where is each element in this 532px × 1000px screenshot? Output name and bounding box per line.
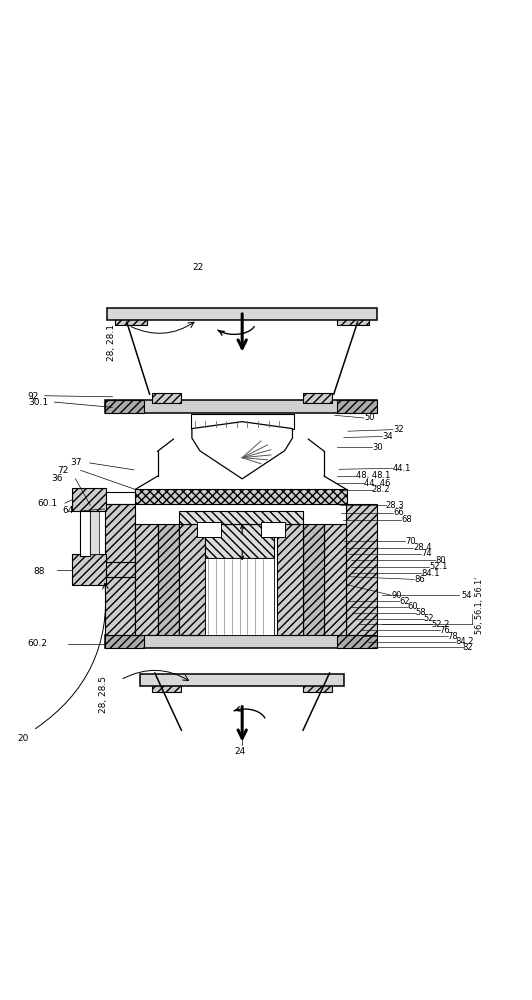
Bar <box>337 316 369 325</box>
Text: 28.3: 28.3 <box>386 501 404 510</box>
Bar <box>107 308 377 320</box>
Text: 70: 70 <box>405 537 416 546</box>
Text: 28, 28.1: 28, 28.1 <box>107 324 116 361</box>
Bar <box>105 635 377 648</box>
Text: 34: 34 <box>383 432 393 441</box>
Bar <box>115 316 147 325</box>
Polygon shape <box>192 422 293 479</box>
Bar <box>324 524 346 635</box>
Bar <box>261 522 285 537</box>
Text: 20: 20 <box>17 734 29 743</box>
Text: 86: 86 <box>414 575 425 584</box>
Bar <box>80 504 90 556</box>
Text: 52: 52 <box>423 614 434 623</box>
Text: 60: 60 <box>408 602 419 611</box>
Bar <box>277 524 303 635</box>
Text: 28, 28.5: 28, 28.5 <box>99 676 109 713</box>
Bar <box>72 554 106 585</box>
Text: 82: 82 <box>463 643 473 652</box>
Text: 60.1: 60.1 <box>37 499 57 508</box>
Text: 37: 37 <box>70 458 82 467</box>
Text: 22: 22 <box>192 263 203 272</box>
Bar <box>303 524 324 635</box>
Text: 30: 30 <box>372 443 383 452</box>
Text: 58: 58 <box>416 608 426 617</box>
Text: 62: 62 <box>400 597 410 606</box>
Bar <box>197 522 221 537</box>
Bar <box>303 682 332 692</box>
Text: 44, 46: 44, 46 <box>364 479 391 488</box>
Text: 36: 36 <box>52 474 63 483</box>
Text: 76: 76 <box>439 626 450 635</box>
Bar <box>191 414 294 429</box>
Bar <box>105 400 144 413</box>
Bar <box>346 504 377 635</box>
Text: 80: 80 <box>435 556 446 565</box>
Text: 60.2: 60.2 <box>28 639 48 648</box>
Text: 56, 56.1, 56.1': 56, 56.1, 56.1' <box>475 577 484 634</box>
Text: 52.2: 52.2 <box>431 620 450 629</box>
Text: 74: 74 <box>421 549 431 558</box>
Text: 90: 90 <box>392 591 402 600</box>
Bar <box>179 524 205 635</box>
Text: 64: 64 <box>62 506 73 515</box>
Bar <box>105 400 377 413</box>
Bar <box>152 393 181 403</box>
Bar <box>303 393 332 403</box>
Bar <box>337 635 377 648</box>
Bar <box>105 504 135 635</box>
Text: 68: 68 <box>401 515 412 524</box>
Text: 28.4: 28.4 <box>413 543 431 552</box>
Bar <box>72 488 106 511</box>
Bar <box>105 635 144 648</box>
Text: 72: 72 <box>57 466 68 475</box>
Bar <box>135 524 157 635</box>
Text: 66: 66 <box>393 508 404 517</box>
Text: 78: 78 <box>447 632 458 641</box>
Bar <box>337 400 377 413</box>
Text: 88: 88 <box>33 567 45 576</box>
Bar <box>205 524 274 558</box>
Bar <box>179 511 303 524</box>
Bar <box>157 524 179 635</box>
Text: 24: 24 <box>234 747 245 756</box>
Bar <box>179 524 303 635</box>
Text: 44.1: 44.1 <box>393 464 411 473</box>
Bar <box>140 674 344 686</box>
Text: 50: 50 <box>364 413 375 422</box>
Text: 30.1: 30.1 <box>28 398 48 407</box>
Bar <box>152 682 181 692</box>
Text: 92: 92 <box>28 392 39 401</box>
Bar <box>135 489 347 504</box>
Text: 54: 54 <box>462 591 472 600</box>
Text: 32: 32 <box>393 425 404 434</box>
Text: 84.2: 84.2 <box>455 637 474 646</box>
Text: 28.2: 28.2 <box>372 485 390 494</box>
Text: 48, 48.1: 48, 48.1 <box>356 471 390 480</box>
Text: 52.1: 52.1 <box>429 562 447 571</box>
Text: 84.1: 84.1 <box>421 569 439 578</box>
Bar <box>90 506 99 554</box>
Bar <box>205 558 274 635</box>
